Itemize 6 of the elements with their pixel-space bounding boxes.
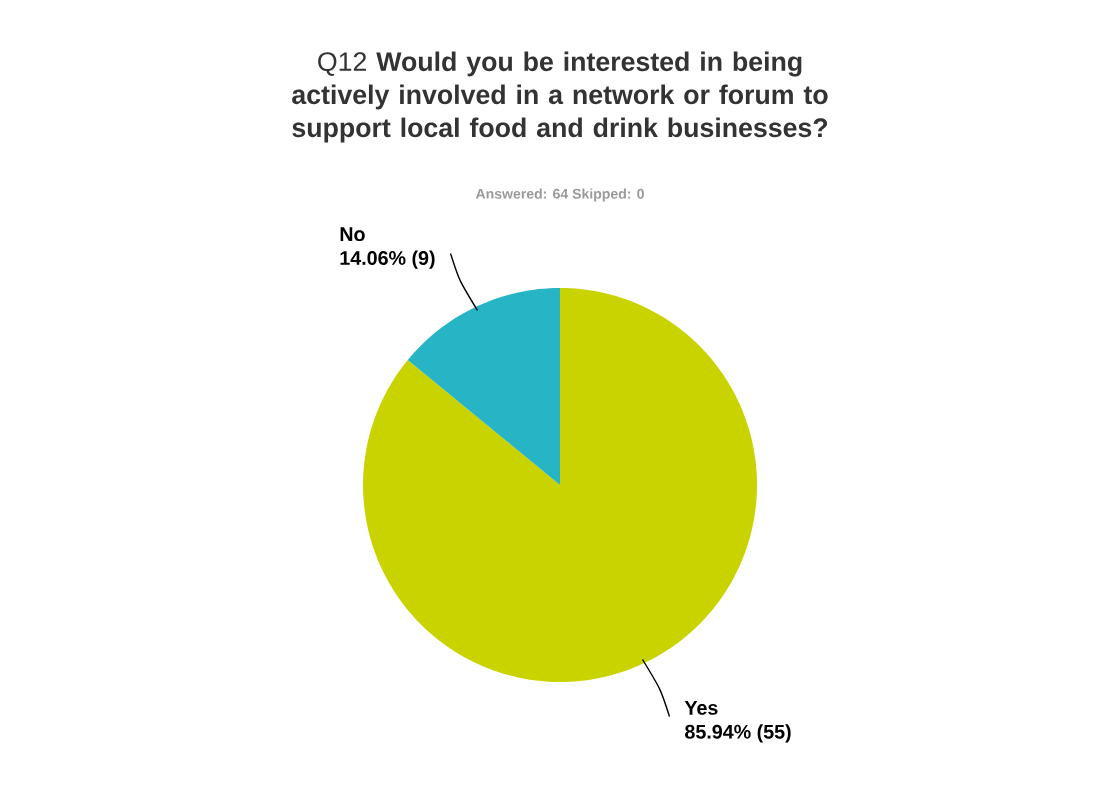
- data-label: 85.94% (55): [685, 724, 791, 743]
- chart-title: Q12 Would you be interested in being actively involved in a network or forum to support local food and drink businesses?: [292, 51, 828, 143]
- chart-subtitle: Answered: 64 Skipped: 0: [475, 188, 644, 202]
- slice-label: No: [340, 227, 365, 242]
- data-label: 14.06% (9): [340, 250, 435, 269]
- slice-label: Yes: [684, 701, 718, 715]
